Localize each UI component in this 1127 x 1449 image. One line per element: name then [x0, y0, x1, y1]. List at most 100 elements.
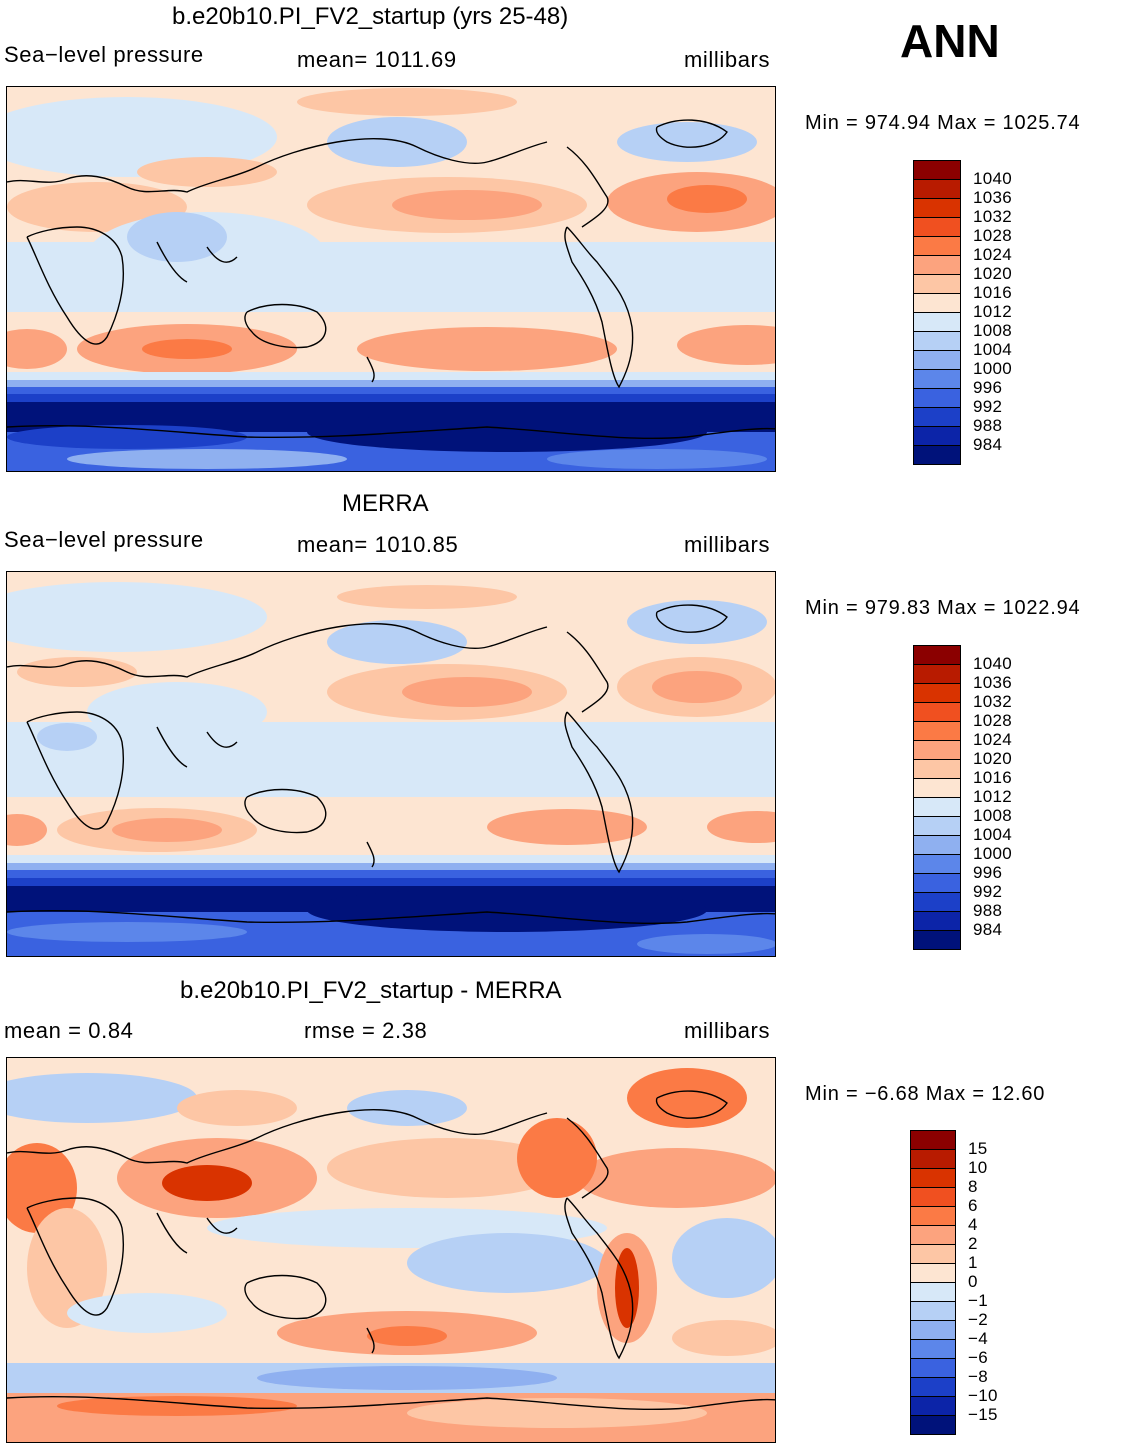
- colorbar-swatch: [910, 1301, 956, 1321]
- colorbar-label: −1: [968, 1291, 988, 1310]
- colorbar-label: −6: [968, 1348, 988, 1367]
- colorbar-label: 984: [973, 435, 1003, 454]
- colorbar-swatch: [913, 778, 961, 798]
- colorbar-label: 1028: [973, 226, 1013, 245]
- panel3-units: millibars: [684, 1018, 771, 1043]
- colorbar-swatch: [913, 721, 961, 741]
- colorbar-label: 1004: [973, 825, 1013, 844]
- colorbar-swatch: [913, 835, 961, 855]
- panel1-title: b.e20b10.PI_FV2_startup (yrs 25-48): [172, 3, 569, 30]
- panel2-minmax: Min = 979.83 Max = 1022.94: [805, 597, 1081, 619]
- colorbar-swatch: [913, 388, 961, 408]
- panel1-colorbar: 1040 1036 1032 1028 1024 1020 1016 1012 1008 1004…: [913, 160, 1021, 466]
- colorbar-swatch: [913, 350, 961, 370]
- colorbar-label: 15: [968, 1139, 988, 1158]
- colorbar-label: 1016: [973, 768, 1013, 787]
- colorbar-label: 1008: [973, 321, 1013, 340]
- colorbar-swatch: [910, 1244, 956, 1264]
- colorbar-swatch: [910, 1282, 956, 1302]
- panel1-variable: Sea−level pressure: [4, 42, 204, 67]
- colorbar-swatch: [913, 407, 961, 427]
- colorbar-swatch: [910, 1149, 956, 1169]
- colorbar-swatch: [913, 930, 961, 950]
- colorbar-label: 4: [968, 1215, 978, 1234]
- colorbar-swatch: [913, 426, 961, 446]
- colorbar-swatch: [913, 873, 961, 893]
- colorbar-label: 8: [968, 1177, 978, 1196]
- colorbar-swatch: [913, 664, 961, 684]
- panel3-mean: mean = 0.84: [4, 1018, 134, 1043]
- panel2-map-field: [7, 572, 775, 956]
- colorbar-label: 988: [973, 901, 1003, 920]
- colorbar-swatch: [910, 1168, 956, 1188]
- colorbar-swatch: [913, 160, 961, 180]
- colorbar-swatch: [913, 331, 961, 351]
- colorbar-label: 2: [968, 1234, 978, 1253]
- colorbar-label: 1028: [973, 711, 1013, 730]
- panel3-colorbar: 15 10 8 6 4 2 1 0 −1 −2 −4 −6 −8 −10 −15: [910, 1130, 1016, 1436]
- colorbar-label: 988: [973, 416, 1003, 435]
- colorbar-swatch: [910, 1187, 956, 1207]
- colorbar-label: 996: [973, 378, 1003, 397]
- colorbar-label: 1040: [973, 654, 1013, 673]
- colorbar-label: 1000: [973, 844, 1013, 863]
- colorbar-label: 1032: [973, 207, 1013, 226]
- colorbar-label: 1036: [973, 188, 1013, 207]
- colorbar-swatch: [913, 198, 961, 218]
- colorbar-label: 996: [973, 863, 1003, 882]
- colorbar-label: 1012: [973, 302, 1013, 321]
- panel3-rmse: rmse = 2.38: [304, 1018, 428, 1043]
- panel1-units: millibars: [684, 47, 771, 72]
- panel2-title: MERRA: [342, 490, 429, 517]
- colorbar-label: −2: [968, 1310, 988, 1329]
- colorbar-label: 1004: [973, 340, 1013, 359]
- colorbar-label: 984: [973, 920, 1003, 939]
- colorbar-label: −8: [968, 1367, 988, 1386]
- colorbar-swatch: [910, 1206, 956, 1226]
- panel2-mean: mean= 1010.85: [297, 532, 459, 557]
- colorbar-swatch: [910, 1377, 956, 1397]
- colorbar-label: 1024: [973, 245, 1013, 264]
- colorbar-swatch: [913, 892, 961, 912]
- colorbar-label: 992: [973, 882, 1003, 901]
- colorbar-swatch: [913, 255, 961, 275]
- colorbar-swatch: [910, 1415, 956, 1435]
- colorbar-swatch: [910, 1320, 956, 1340]
- colorbar-swatch: [913, 179, 961, 199]
- colorbar-label: 1032: [973, 692, 1013, 711]
- panel2-colorbar: 1040 1036 1032 1028 1024 1020 1016 1012 1008 1004…: [913, 645, 1021, 951]
- colorbar-label: 1036: [973, 673, 1013, 692]
- panel1-map-field: [7, 87, 775, 471]
- colorbar-swatch: [913, 740, 961, 760]
- panel3-map: [6, 1057, 776, 1443]
- colorbar-swatch: [913, 759, 961, 779]
- colorbar-swatch: [913, 911, 961, 931]
- panel1-mean: mean= 1011.69: [297, 47, 457, 72]
- season-label: ANN: [900, 15, 1000, 67]
- panel2-variable: Sea−level pressure: [4, 527, 204, 552]
- colorbar-label: 1008: [973, 806, 1013, 825]
- colorbar-swatch: [913, 702, 961, 722]
- colorbar-label: 1000: [973, 359, 1013, 378]
- colorbar-swatch: [913, 369, 961, 389]
- colorbar-swatch: [910, 1339, 956, 1359]
- colorbar-swatch: [913, 217, 961, 237]
- colorbar-swatch: [910, 1263, 956, 1283]
- colorbar-label: 1016: [973, 283, 1013, 302]
- colorbar-swatch: [913, 274, 961, 294]
- colorbar-label: −4: [968, 1329, 988, 1348]
- colorbar-swatch: [910, 1130, 956, 1150]
- colorbar-swatch: [910, 1396, 956, 1416]
- colorbar-swatch: [913, 445, 961, 465]
- colorbar-label: 1040: [973, 169, 1013, 188]
- colorbar-swatch: [913, 293, 961, 313]
- panel3-map-field: [7, 1058, 775, 1442]
- colorbar-label: 1024: [973, 730, 1013, 749]
- colorbar-swatch: [913, 816, 961, 836]
- panel2-units: millibars: [684, 532, 771, 557]
- colorbar-label: 0: [968, 1272, 978, 1291]
- colorbar-label: −15: [968, 1405, 998, 1424]
- colorbar-label: 1020: [973, 264, 1013, 283]
- panel1-minmax: Min = 974.94 Max = 1025.74: [805, 112, 1081, 134]
- panel3-title: b.e20b10.PI_FV2_startup - MERRA: [180, 977, 562, 1004]
